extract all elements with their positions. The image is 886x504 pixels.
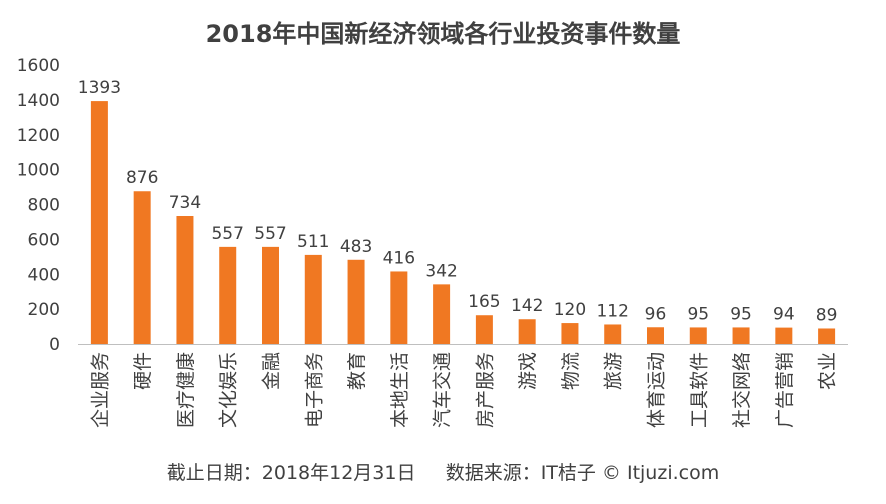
x-tick-label: 旅游 [603,352,625,390]
x-tick-label: 农业 [817,352,839,390]
x-axis-category-labels: 企业服务 硬件 医疗健康 文化娱乐 金融 电子商务 教育 本地生活 汽车交通 房产服务 游戏 物流 旅游… [89,352,838,428]
x-tick-label: 医疗健康 [175,352,197,428]
bar [133,191,151,344]
bar-value-label: 142 [511,296,543,316]
bar [304,254,322,344]
bar [732,327,750,344]
bar [604,324,622,344]
bar-value-label: 96 [645,304,667,324]
x-tick-label: 汽车交通 [432,352,454,428]
bar [219,246,237,344]
y-tick-label: 600 [28,230,60,250]
x-tick-label: 教育 [346,352,368,390]
x-tick-label: 广告营销 [774,352,796,428]
x-tick-label: 企业服务 [89,352,111,428]
bar-series: 1393 876 734 557 557 511 483 416 342 165 142 120 112… [78,78,838,344]
chart-title: 2018年中国新经济领域各行业投资事件数量 [205,20,681,48]
bar-value-label: 94 [773,305,795,325]
bar [433,284,451,344]
bar [689,327,707,344]
x-tick-label: 硬件 [132,352,154,390]
bar-value-label: 342 [425,261,457,281]
y-tick-label: 1000 [17,161,60,181]
bar-value-label: 876 [126,168,158,188]
bar [818,328,836,344]
bar [475,315,493,344]
y-tick-label: 1600 [17,56,60,76]
bar [176,216,194,344]
footer: 截止日期：2018年12月31日 数据来源：IT桔子 © Itjuzi.com [0,458,886,485]
y-tick-label: 1400 [17,91,60,111]
y-tick-label: 1200 [17,126,60,146]
bar [647,327,664,344]
x-tick-label: 体育运动 [646,352,668,428]
y-tick-label: 0 [49,335,60,355]
bar-value-label: 557 [211,224,243,244]
bar-value-label: 95 [687,304,709,324]
x-tick-label: 文化娱乐 [218,352,240,428]
bar [90,101,108,344]
bar-value-label: 557 [254,224,286,244]
bar-value-label: 112 [596,301,628,321]
bar [775,327,793,344]
bar [347,259,365,344]
bar-value-label: 1393 [78,78,121,98]
y-tick-label: 200 [28,300,60,320]
x-tick-label: 本地生活 [389,352,411,428]
bar-value-label: 511 [297,232,329,252]
bar-value-label: 89 [816,305,838,325]
bar-value-label: 95 [730,304,752,324]
footer-source: 数据来源：IT桔子 © Itjuzi.com [445,462,720,484]
bar-value-label: 483 [340,237,372,257]
bar-value-label: 120 [554,300,586,320]
y-axis: 0 200 400 600 800 1000 1200 1400 1600 [17,56,60,355]
bar [561,323,579,344]
x-tick-label: 金融 [261,352,283,390]
bar-value-label: 734 [169,193,201,213]
footer-date: 截止日期：2018年12月31日 [166,462,416,484]
x-tick-label: 游戏 [517,352,539,390]
y-tick-label: 800 [28,196,60,216]
bar [518,319,536,344]
bar [262,246,279,344]
bar-value-label: 416 [383,248,415,268]
x-tick-label: 电子商务 [303,352,325,428]
y-tick-label: 400 [28,265,60,285]
x-tick-label: 房产服务 [474,352,496,428]
bar-value-label: 165 [468,292,500,312]
x-tick-label: 社交网络 [731,352,753,428]
bar [390,271,408,344]
x-tick-label: 工具软件 [688,352,710,428]
x-tick-label: 物流 [560,352,582,390]
